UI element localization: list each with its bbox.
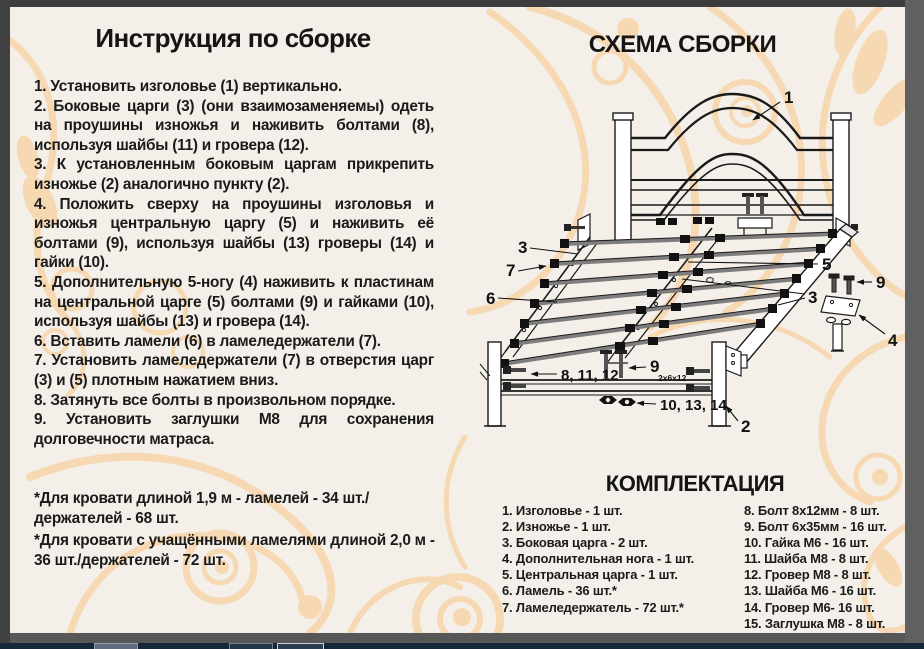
assembly-diagram: 1 2 3 3 4 5 6 7 9 9 8, 11, 12 10, 13, 14… <box>479 88 898 436</box>
footnotes: *Для кровати длиной 1,9 м - ламелей - 34… <box>34 489 438 573</box>
parts-list-item: 5. Центральная царга - 1 шт. <box>502 567 678 583</box>
callout-9-center: 9 <box>650 357 659 376</box>
callout-5: 5 <box>822 255 831 274</box>
slats-drawing <box>500 229 837 368</box>
parts-list-item: 10. Гайка М6 - 16 шт. <box>744 535 869 551</box>
instruction-step: 4. Положить сверху на проушины изголовья… <box>34 195 434 272</box>
callout-7: 7 <box>506 261 515 280</box>
instruction-document: Инструкция по сборке 1. Установить изгол… <box>10 7 905 633</box>
parts-list-item: 15. Заглушка М8 - 8 шт. <box>744 615 886 631</box>
parts-list-column-right: 8. Болт 8х12мм - 8 шт. 9. Болт 6х35мм - … <box>744 503 905 632</box>
instruction-step: 8. Затянуть все болты в произвольном пор… <box>34 391 396 409</box>
footnote: *Для кровати длиной 1,9 м - ламелей - 34… <box>34 490 370 527</box>
window-frame-left <box>0 0 10 649</box>
callout-4: 4 <box>888 331 898 350</box>
instruction-step: 5. Дополнительную 5-ногу (4) наживить к … <box>34 273 434 331</box>
parts-list-item: 1. Изголовье - 1 шт. <box>502 503 623 518</box>
taskbar <box>0 643 924 649</box>
ornament-background <box>10 7 905 633</box>
diagram-callouts <box>497 101 886 422</box>
parts-list-item: 2. Изножье - 1 шт. <box>502 519 611 535</box>
page-title-instructions: Инструкция по сборке <box>95 23 371 53</box>
parts-list-item: 6. Ламель - 36 шт.* <box>502 583 617 599</box>
callout-3-right: 3 <box>808 288 817 307</box>
diagram-callout-labels: 1 2 3 3 4 5 6 7 9 9 8, 11, 12 10, 13, 14… <box>486 88 898 436</box>
parts-list-item: 12. Гровер М8 - 8 шт. <box>744 567 871 583</box>
callout-9-leg: 9 <box>876 273 885 292</box>
callout-1: 1 <box>784 88 793 107</box>
parts-list-item: 3. Боковая царга - 2 шт. <box>502 535 648 551</box>
instruction-step: 9. Установить заглушки М8 для сохранения… <box>34 411 434 448</box>
parts-list: 1. Изголовье - 1 шт. 2. Изножье - 1 шт. … <box>502 503 905 632</box>
extra-leg-drawing <box>820 273 861 352</box>
parts-list-item: 4. Дополнительная нога - 1 шт. <box>502 551 695 567</box>
headboard-drawing <box>612 92 852 243</box>
window-frame-top <box>0 0 924 7</box>
parts-list-item: 8. Болт 8х12мм - 8 шт. <box>744 503 880 518</box>
callout-2: 2 <box>741 417 750 436</box>
window-frame-right <box>905 0 924 643</box>
parts-list-item: 11. Шайба М8 - 8 шт. <box>744 551 869 567</box>
taskbar-button-1[interactable] <box>94 643 138 649</box>
instruction-step: 3. К установленным боковым царгам прикре… <box>34 156 434 193</box>
taskbar-button-3[interactable] <box>277 643 324 649</box>
taskbar-button-2[interactable] <box>229 643 273 649</box>
footnote: *Для кровати с учащёнными ламелями длино… <box>34 532 435 569</box>
parts-list-item: 14. Гровер М6- 16 шт. <box>744 599 875 615</box>
parts-list-title: КОМПЛЕКТАЦИЯ <box>605 471 785 496</box>
parts-list-item: 9. Болт 6х35мм - 16 шт. <box>744 519 887 535</box>
parts-list-item: 7. Ламеледержатель - 72 шт.* <box>502 599 684 615</box>
callout-8-11-12: 8, 11, 12 <box>561 367 619 384</box>
page-title-scheme: СХЕМА СБОРКИ <box>588 31 777 58</box>
callout-bolt-size: 2х6х12 <box>658 373 687 383</box>
instruction-step: 6. Вставить ламели (6) в ламеледержатели… <box>34 332 381 350</box>
instruction-steps: 1. Установить изголовье (1) вертикально.… <box>34 77 434 449</box>
parts-list-column-left: 1. Изголовье - 1 шт. 2. Изножье - 1 шт. … <box>502 503 744 632</box>
callout-3-left: 3 <box>518 238 527 257</box>
footboard-drawing <box>479 341 742 427</box>
parts-list-item: 13. Шайба М6 - 16 шт. <box>744 583 876 599</box>
callout-10-13-14: 10, 13, 14 <box>660 397 727 414</box>
callout-6: 6 <box>486 289 495 308</box>
instruction-step: 1. Установить изголовье (1) вертикально. <box>34 78 342 95</box>
rails-drawing <box>495 223 860 369</box>
instruction-step: 7. Установить ламеледержатели (7) в отве… <box>34 352 434 389</box>
fastener-glyphs <box>503 350 710 406</box>
instruction-step: 2. Боковые царги (3) (они взаимозаменяем… <box>34 97 434 154</box>
